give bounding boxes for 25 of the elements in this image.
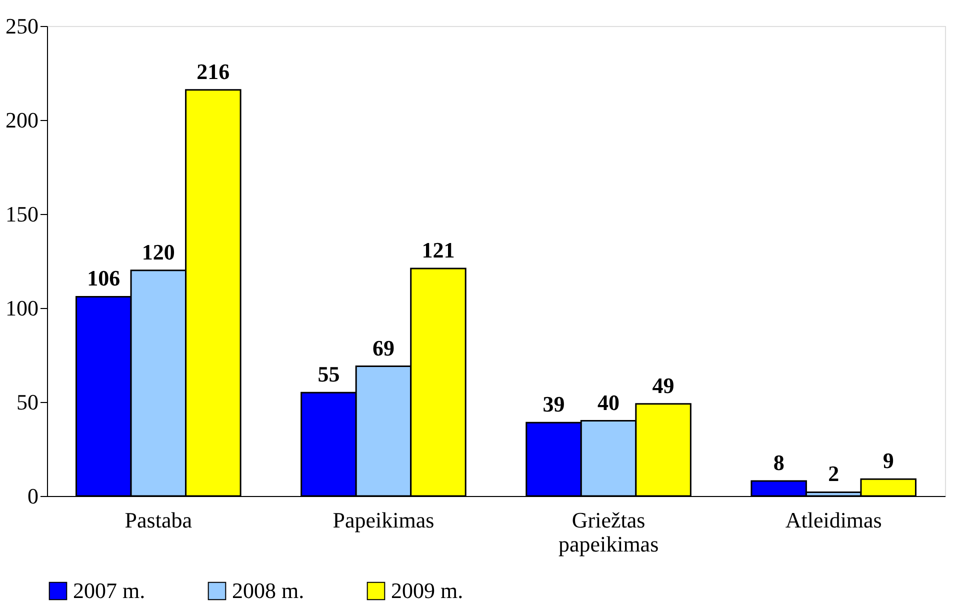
y-tick-label: 200 — [6, 108, 38, 132]
data-label: 120 — [142, 239, 175, 264]
x-tick-label: Atleidimas — [785, 508, 882, 532]
x-tick-label: Griežtas papeikimas — [558, 508, 659, 556]
data-label: 106 — [87, 266, 120, 291]
y-tick-label: 100 — [6, 296, 38, 320]
data-label: 49 — [652, 372, 674, 398]
data-label: 69 — [372, 335, 394, 360]
data-label: 55 — [318, 362, 340, 387]
x-tick-label: Papeikimas — [332, 508, 434, 532]
data-label: 8 — [773, 450, 784, 475]
legend-label: 2007 m. — [73, 578, 146, 603]
data-label: 40 — [598, 390, 620, 415]
y-tick-label: 150 — [6, 202, 38, 226]
y-tick-label: 50 — [16, 390, 38, 414]
data-label: 9 — [882, 448, 894, 474]
y-tick-label: 250 — [6, 14, 38, 38]
data-label: 216 — [196, 58, 230, 84]
data-label: 121 — [422, 238, 455, 263]
y-tick-label: 0 — [28, 484, 38, 508]
data-label: 2 — [828, 461, 840, 486]
x-tick-label: Pastaba — [124, 508, 192, 532]
legend-label: 2008 m. — [232, 578, 304, 603]
data-label: 39 — [542, 392, 565, 417]
legend-label: 2009 m. — [391, 578, 464, 603]
